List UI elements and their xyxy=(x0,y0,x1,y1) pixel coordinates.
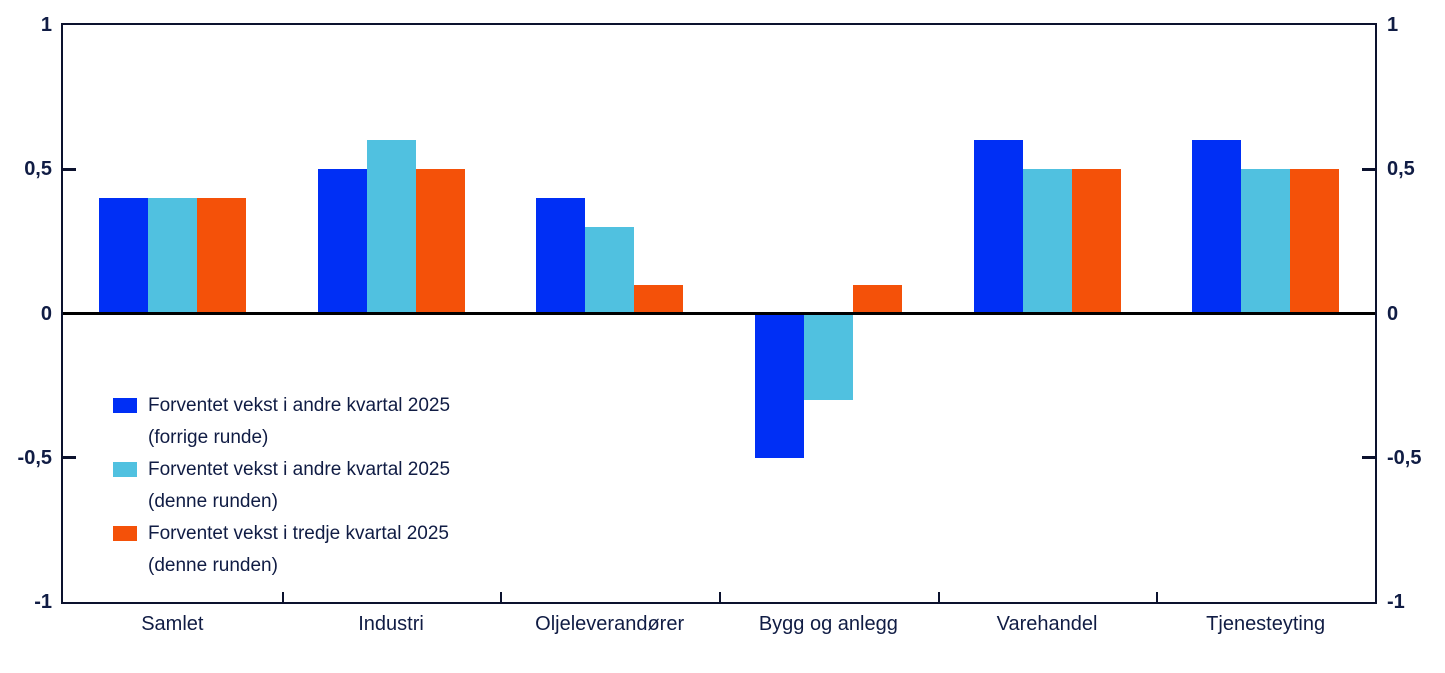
y-axis-label-right-4: -1 xyxy=(1387,591,1405,613)
bar-varehandel-series2 xyxy=(1022,169,1072,314)
x-axis-boundary-tick xyxy=(281,592,284,602)
y-axis-tick-left xyxy=(63,167,76,171)
bar-oljeleverand-rer-series2 xyxy=(585,226,635,314)
y-axis-label-right-2: 0 xyxy=(1387,302,1399,325)
y-axis-label-right-1: 0,5 xyxy=(1387,158,1415,181)
x-axis-boundary-tick xyxy=(500,592,503,602)
y-axis-tick-left xyxy=(63,456,76,460)
zero-line xyxy=(63,312,1375,315)
y-axis-label-left-0: 1 xyxy=(40,14,52,36)
legend-label-line1: Forventet vekst i andre kvartal 2025 xyxy=(148,395,451,416)
legend-label: Forventet vekst i tredje kvartal 2025 (d… xyxy=(148,518,449,582)
legend-swatch-orange xyxy=(113,526,137,541)
bar-tjenesteyting-series1 xyxy=(1192,140,1242,314)
bar-bygg-og-anlegg-series2 xyxy=(803,313,853,400)
plot-area xyxy=(61,23,1377,604)
legend-label-line1: Forventet vekst i andre kvartal 2025 xyxy=(148,459,451,480)
x-axis-boundary-tick xyxy=(1156,592,1159,602)
x-axis-label-oljeleverand-rer: Oljeleverandører xyxy=(535,613,685,635)
y-axis-tick-right xyxy=(1362,167,1375,171)
y-axis-label-left-4: -1 xyxy=(34,591,52,613)
y-axis-label-right-3: -0,5 xyxy=(1387,446,1422,469)
y-axis-label-right-0: 1 xyxy=(1387,14,1399,36)
legend-label-line2: (denne runden) xyxy=(148,555,278,576)
y-axis-label-left-1: 0,5 xyxy=(24,158,52,181)
x-axis-label-varehandel: Varehandel xyxy=(996,613,1098,635)
bar-samlet-series2 xyxy=(147,198,197,314)
legend: Forventet vekst i andre kvartal 2025 (fo… xyxy=(113,390,450,582)
x-axis-boundary-tick xyxy=(937,592,940,602)
bar-varehandel-series3 xyxy=(1071,169,1121,314)
bar-oljeleverand-rer-series3 xyxy=(634,284,684,314)
bar-tjenesteyting-series3 xyxy=(1290,169,1340,314)
legend-swatch-blue xyxy=(113,398,137,413)
x-axis-boundary-tick xyxy=(719,592,721,602)
bar-samlet-series3 xyxy=(196,198,246,314)
legend-label-line2: (forrige runde) xyxy=(148,427,269,448)
bar-industri-series3 xyxy=(415,169,465,314)
y-axis-label-left-2: 0 xyxy=(40,302,52,325)
legend-label-line1: Forventet vekst i tredje kvartal 2025 xyxy=(148,523,449,544)
x-axis-label-tjenesteyting: Tjenesteyting xyxy=(1206,613,1326,635)
legend-label: Forventet vekst i andre kvartal 2025 (fo… xyxy=(148,390,450,454)
bar-tjenesteyting-series2 xyxy=(1241,169,1291,314)
legend-label-line2: (denne runden) xyxy=(148,491,278,512)
x-axis-label-bygg-og-anlegg: Bygg og anlegg xyxy=(758,613,898,635)
legend-swatch-cyan xyxy=(113,462,137,477)
legend-entry-current-round-q3: Forventet vekst i tredje kvartal 2025 (d… xyxy=(113,518,450,582)
y-axis-tick-right xyxy=(1362,456,1375,460)
bar-bygg-og-anlegg-series3 xyxy=(852,284,902,314)
bar-bygg-og-anlegg-series1 xyxy=(754,313,804,458)
legend-entry-previous-round: Forventet vekst i andre kvartal 2025 (fo… xyxy=(113,390,450,454)
bar-industri-series1 xyxy=(317,169,367,314)
x-axis-label-samlet: Samlet xyxy=(141,613,204,635)
bar-oljeleverand-rer-series1 xyxy=(536,198,586,314)
x-axis-label-industri: Industri xyxy=(358,613,424,635)
legend-label: Forventet vekst i andre kvartal 2025 (de… xyxy=(148,454,450,518)
bar-industri-series2 xyxy=(366,140,416,314)
bar-varehandel-series1 xyxy=(973,140,1023,314)
bar-samlet-series1 xyxy=(98,198,148,314)
y-axis-label-left-3: -0,5 xyxy=(17,446,52,469)
legend-entry-current-round-q2: Forventet vekst i andre kvartal 2025 (de… xyxy=(113,454,450,518)
